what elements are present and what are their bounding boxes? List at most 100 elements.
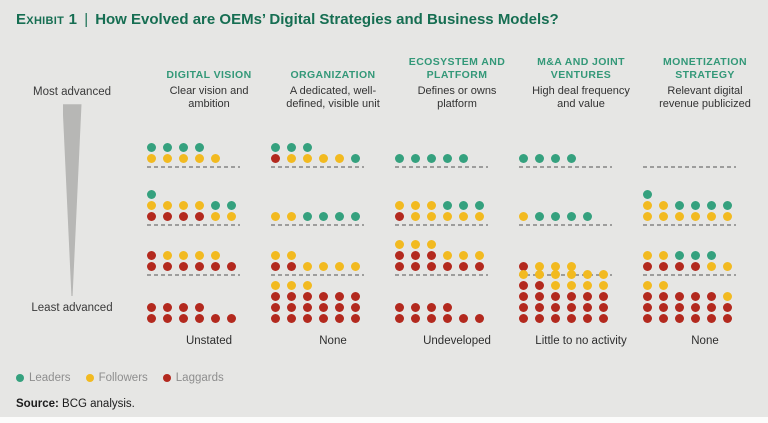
tier-divider-dashed-line bbox=[519, 166, 612, 168]
oem-dot-laggard bbox=[287, 303, 296, 312]
legend-item-leaders: Leaders bbox=[16, 372, 71, 384]
tier-1 bbox=[519, 118, 643, 168]
column-header: ECOSYSTEM AND PLATFORM bbox=[408, 55, 506, 81]
oem-dot-laggard bbox=[519, 262, 528, 271]
dot-row bbox=[147, 154, 271, 163]
dot-row bbox=[519, 292, 643, 301]
oem-dot-leader bbox=[535, 212, 544, 221]
dot-row bbox=[147, 314, 271, 323]
oem-dot-laggard bbox=[227, 262, 236, 271]
oem-dot-laggard bbox=[163, 303, 172, 312]
tier-divider-dashed-line bbox=[271, 224, 364, 226]
oem-dot-laggard bbox=[147, 314, 156, 323]
source-text: BCG analysis. bbox=[58, 398, 135, 410]
oem-dot-laggard bbox=[287, 262, 296, 271]
oem-dot-laggard bbox=[707, 292, 716, 301]
oem-dot-laggard bbox=[707, 303, 716, 312]
oem-dot-follower bbox=[643, 212, 652, 221]
column-m-a-and-joint-ventures: M&A AND JOINT VENTURES High deal frequenc… bbox=[519, 50, 643, 347]
oem-dot-laggard bbox=[147, 303, 156, 312]
oem-dot-laggard bbox=[675, 314, 684, 323]
dot-row bbox=[643, 281, 767, 290]
source-note: Source: BCG analysis. bbox=[16, 398, 135, 410]
oem-dot-laggard bbox=[659, 314, 668, 323]
oem-dot-follower bbox=[427, 201, 436, 210]
tier-3 bbox=[395, 226, 519, 276]
oem-dot-laggard bbox=[535, 314, 544, 323]
dot-row bbox=[147, 303, 271, 312]
tier-4 bbox=[395, 276, 519, 326]
oem-dot-follower bbox=[659, 201, 668, 210]
oem-dot-follower bbox=[691, 212, 700, 221]
oem-dot-laggard bbox=[335, 292, 344, 301]
oem-dot-laggard bbox=[271, 292, 280, 301]
tier-dot-rows bbox=[271, 279, 395, 326]
dot-row bbox=[147, 251, 271, 260]
oem-dot-laggard bbox=[643, 303, 652, 312]
least-advanced-label: Undeveloped bbox=[423, 335, 491, 347]
oem-dot-follower bbox=[319, 262, 328, 271]
oem-dot-leader bbox=[583, 212, 592, 221]
dot-row bbox=[147, 190, 271, 199]
oem-dot-follower bbox=[707, 212, 716, 221]
column-ecosystem-and-platform: ECOSYSTEM AND PLATFORM Defines or owns pl… bbox=[395, 50, 519, 347]
dot-row bbox=[271, 154, 395, 163]
oem-dot-follower bbox=[723, 212, 732, 221]
oem-dot-leader bbox=[303, 143, 312, 152]
dot-row bbox=[643, 251, 767, 260]
dot-row bbox=[147, 212, 271, 221]
tier-3 bbox=[519, 226, 643, 276]
oem-dot-laggard bbox=[519, 303, 528, 312]
dot-row bbox=[395, 201, 519, 210]
oem-dot-follower bbox=[535, 270, 544, 279]
tier-4 bbox=[147, 276, 271, 326]
oem-dot-follower bbox=[335, 262, 344, 271]
oem-dot-follower bbox=[659, 212, 668, 221]
oem-dot-laggard bbox=[567, 292, 576, 301]
oem-dot-laggard bbox=[287, 314, 296, 323]
oem-dot-laggard bbox=[659, 262, 668, 271]
oem-dot-laggard bbox=[427, 251, 436, 260]
oem-dot-laggard bbox=[643, 262, 652, 271]
tier-dot-rows bbox=[271, 141, 395, 166]
oem-dot-laggard bbox=[691, 292, 700, 301]
oem-dot-follower bbox=[179, 154, 188, 163]
oem-dot-follower bbox=[287, 281, 296, 290]
tier-2 bbox=[643, 168, 767, 226]
oem-dot-follower bbox=[163, 154, 172, 163]
oem-dot-leader bbox=[427, 154, 436, 163]
bottom-strip bbox=[0, 417, 768, 423]
column-subtitle: Relevant digital revenue publicized bbox=[659, 85, 751, 111]
oem-dot-laggard bbox=[395, 251, 404, 260]
column-subtitle: Clear vision and ambition bbox=[169, 85, 249, 111]
oem-dot-follower bbox=[211, 212, 220, 221]
oem-dot-laggard bbox=[395, 314, 404, 323]
column-subtitle: High deal frequency and value bbox=[532, 85, 630, 111]
tier-1 bbox=[147, 118, 271, 168]
oem-dot-laggard bbox=[443, 314, 452, 323]
oem-dot-laggard bbox=[675, 303, 684, 312]
dot-row bbox=[271, 212, 395, 221]
oem-dot-follower bbox=[195, 154, 204, 163]
oem-dot-leader bbox=[535, 154, 544, 163]
title-text: How Evolved are OEMs’ Digital Strategies… bbox=[95, 11, 559, 28]
dot-row bbox=[519, 281, 643, 290]
oem-dot-laggard bbox=[723, 303, 732, 312]
dot-row bbox=[519, 212, 643, 221]
tier-4 bbox=[271, 276, 395, 326]
oem-dot-follower bbox=[443, 212, 452, 221]
oem-dot-laggard bbox=[643, 314, 652, 323]
tier-dot-rows bbox=[395, 238, 519, 274]
dot-row bbox=[147, 201, 271, 210]
oem-dot-follower bbox=[271, 212, 280, 221]
oem-dot-leader bbox=[303, 212, 312, 221]
oem-dot-follower bbox=[723, 292, 732, 301]
oem-dot-laggard bbox=[147, 251, 156, 260]
oem-dot-follower bbox=[475, 212, 484, 221]
oem-dot-laggard bbox=[271, 314, 280, 323]
tier-divider-dashed-line bbox=[519, 274, 612, 276]
title-separator: | bbox=[84, 11, 89, 28]
oem-dot-laggard bbox=[179, 262, 188, 271]
tier-2 bbox=[395, 168, 519, 226]
oem-dot-leader bbox=[459, 154, 468, 163]
